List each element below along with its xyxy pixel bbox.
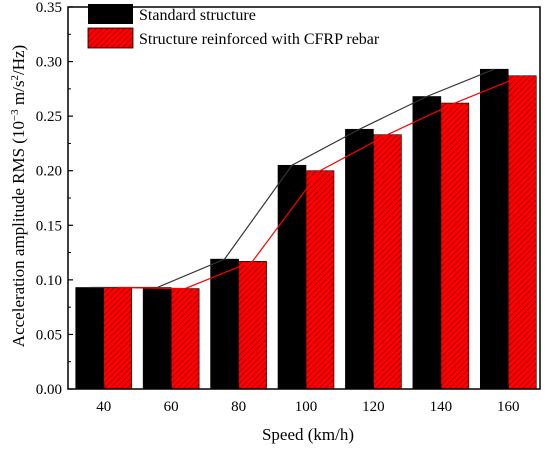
y-axis-title-exp1: −3 — [9, 109, 21, 121]
bar-standard-100 — [277, 164, 307, 390]
y-tick-label: 0.20 — [36, 164, 62, 180]
trend-line-cfrp — [117, 75, 523, 290]
bar-cfrp-140 — [440, 102, 470, 390]
y-tick-label: 0.05 — [36, 327, 62, 343]
y-tick-label: 0.30 — [36, 55, 62, 71]
bar-cfrp-80 — [238, 261, 267, 390]
x-tick-label: 160 — [497, 399, 520, 415]
y-tick-label: 0.35 — [36, 0, 62, 16]
x-tick-label: 120 — [362, 399, 385, 415]
legend-swatch-cfrp — [87, 27, 134, 49]
y-tick-label: 0.15 — [36, 218, 62, 234]
bar-standard-160 — [479, 68, 509, 390]
y-axis-title: Acceleration amplitude RMS (10−3 m/s2/Hz… — [9, 45, 28, 347]
legend-label-standard: Standard structure — [139, 7, 256, 24]
bar-standard-60 — [142, 287, 172, 390]
legend-swatch-standard — [88, 4, 133, 24]
bar-standard-120 — [345, 128, 374, 390]
x-tick-label: 40 — [96, 399, 111, 415]
bar-standard-80 — [210, 258, 239, 390]
bar-cfrp-60 — [170, 288, 200, 390]
x-tick-label: 60 — [164, 399, 179, 415]
y-axis-title-tail: /Hz) — [9, 45, 28, 75]
bar-cfrp-160 — [507, 75, 537, 390]
bar-cfrp-100 — [305, 170, 335, 390]
y-axis-title-mid: m/s — [9, 81, 28, 110]
legend: Standard structure Structure reinforced … — [87, 4, 380, 49]
x-tick-label: 140 — [430, 399, 453, 415]
y-axis-title-exp2: 2 — [9, 75, 21, 81]
y-axis-title-main: Acceleration amplitude RMS (10 — [9, 121, 28, 347]
ticks-group: 0.00 0.05 0.10 0.15 0.20 0.25 0.30 0.35 40 60 80 10… — [36, 0, 520, 415]
x-axis-title: Speed (km/h) — [262, 425, 354, 444]
bar-standard-40 — [75, 287, 105, 390]
trend-line-standard — [89, 68, 495, 289]
x-tick-label: 80 — [231, 399, 246, 415]
y-tick-label: 0.10 — [36, 273, 62, 289]
x-tick-label: 100 — [295, 399, 318, 415]
legend-label-cfrp: Structure reinforced with CFRP rebar — [139, 31, 380, 48]
trend-lines-group — [89, 68, 523, 290]
y-tick-label: 0.00 — [36, 382, 62, 398]
bar-cfrp-40 — [103, 287, 133, 390]
bar-cfrp-120 — [373, 134, 402, 390]
bars-group — [75, 68, 537, 390]
y-tick-label: 0.25 — [36, 109, 62, 125]
bar-standard-140 — [412, 96, 442, 390]
